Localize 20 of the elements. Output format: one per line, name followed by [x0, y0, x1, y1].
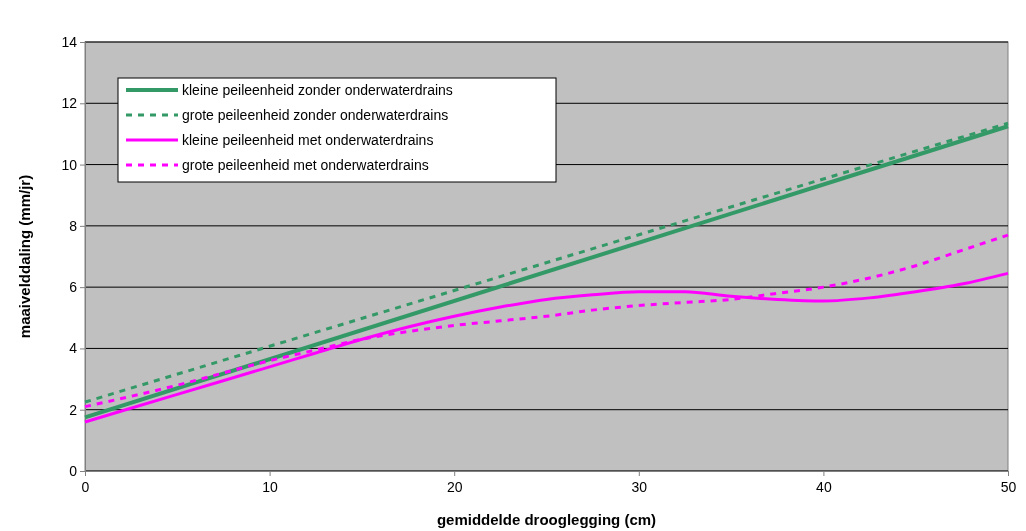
y-tick-label: 4 — [69, 340, 78, 357]
x-tick-label: 10 — [262, 478, 279, 495]
y-tick-label: 10 — [61, 156, 78, 173]
x-tick-label: 50 — [1000, 478, 1017, 495]
x-tick-label: 20 — [446, 478, 463, 495]
x-tick-label: 30 — [631, 478, 648, 495]
y-tick-label: 12 — [61, 95, 78, 112]
legend-label: grote peileenheid zonder onderwaterdrains — [182, 107, 449, 123]
y-axis-title: maaivelddaling (mm/jr) — [16, 174, 33, 339]
legend-label: grote peileenheid met onderwaterdrains — [182, 157, 429, 173]
y-tick-label: 2 — [69, 401, 78, 418]
y-tick-label: 0 — [69, 462, 78, 479]
x-tick-label: 40 — [816, 478, 832, 495]
y-tick-label: 8 — [69, 217, 78, 234]
y-tick-label: 14 — [61, 33, 78, 50]
x-tick-label: 0 — [81, 478, 90, 495]
y-tick-label: 6 — [69, 279, 78, 296]
legend-label: kleine peileenheid zonder onderwaterdrains — [182, 82, 453, 98]
legend-label: kleine peileenheid met onderwaterdrains — [182, 132, 434, 148]
x-axis-title: gemiddelde drooglegging (cm) — [436, 511, 657, 528]
